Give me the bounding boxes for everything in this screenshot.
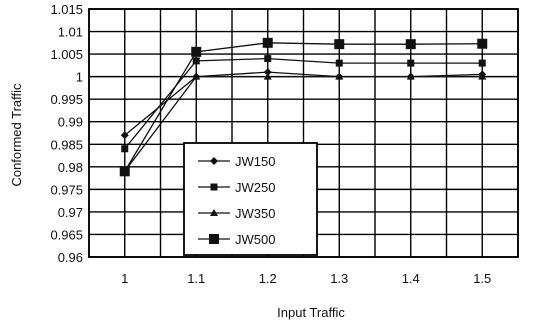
x-axis-title: Input Traffic bbox=[277, 305, 345, 320]
legend-marker bbox=[210, 183, 218, 191]
y-tick-label: 0.98 bbox=[58, 160, 83, 175]
legend-label: JW250 bbox=[235, 180, 275, 195]
data-point bbox=[263, 68, 272, 77]
legend-label: JW500 bbox=[235, 232, 275, 247]
legend-marker bbox=[209, 234, 219, 244]
y-tick-label: 0.995 bbox=[50, 92, 83, 107]
legend-item: JW500 bbox=[198, 232, 275, 247]
data-point bbox=[335, 72, 344, 80]
legend-item: JW250 bbox=[198, 180, 275, 195]
x-tick-label: 1 bbox=[121, 271, 128, 286]
x-tick-label: 1.3 bbox=[330, 271, 348, 286]
legend-marker bbox=[210, 209, 218, 216]
series-jw500 bbox=[119, 37, 488, 177]
y-tick-label: 0.965 bbox=[50, 227, 83, 242]
data-point bbox=[121, 145, 129, 153]
series-line bbox=[124, 75, 483, 172]
data-point bbox=[406, 72, 415, 80]
data-point bbox=[478, 59, 486, 67]
y-tick-label: 0.975 bbox=[50, 182, 83, 197]
data-point bbox=[262, 37, 273, 48]
data-point bbox=[120, 131, 129, 140]
data-point bbox=[478, 72, 487, 80]
y-tick-label: 0.97 bbox=[58, 205, 83, 220]
x-tick-label: 1.4 bbox=[402, 271, 420, 286]
y-tick-label: 0.99 bbox=[58, 115, 83, 130]
legend-marker bbox=[210, 157, 218, 165]
data-point bbox=[119, 166, 130, 177]
data-point bbox=[477, 38, 488, 49]
legend-label: JW150 bbox=[235, 154, 275, 169]
series-jw350 bbox=[120, 72, 487, 175]
data-point bbox=[407, 59, 415, 67]
y-tick-label: 0.985 bbox=[50, 137, 83, 152]
y-tick-label: 1.005 bbox=[50, 47, 83, 62]
series-lines bbox=[119, 37, 488, 177]
x-tick-label: 1.5 bbox=[473, 271, 491, 286]
series-jw250 bbox=[121, 55, 486, 153]
y-tick-label: 0.96 bbox=[58, 250, 83, 265]
legend-item: JW150 bbox=[198, 154, 275, 169]
y-axis-title: Conformed Traffic bbox=[9, 83, 24, 187]
legend-box bbox=[183, 142, 318, 256]
data-point bbox=[264, 55, 272, 63]
data-point bbox=[334, 39, 345, 50]
y-tick-label: 1.015 bbox=[50, 2, 83, 17]
y-tick-label: 1.01 bbox=[58, 25, 83, 40]
x-tick-label: 1.1 bbox=[187, 271, 205, 286]
legend-label: JW350 bbox=[235, 206, 275, 221]
x-axis-tick-labels: 1 1.1 1.2 1.3 1.4 1.5 bbox=[121, 271, 491, 286]
data-point bbox=[192, 72, 201, 80]
y-axis-tick-labels: 0.96 0.965 0.97 0.975 0.98 0.985 0.99 0.995 1 1.0… bbox=[50, 2, 83, 265]
data-point bbox=[192, 57, 200, 65]
data-point bbox=[263, 72, 272, 80]
y-tick-label: 1 bbox=[76, 70, 83, 85]
legend: JW150 JW250 JW350 JW500 bbox=[183, 142, 318, 256]
x-tick-label: 1.2 bbox=[259, 271, 277, 286]
series-line bbox=[124, 42, 483, 172]
plot-frame bbox=[88, 8, 519, 258]
series-line bbox=[124, 57, 483, 150]
data-point bbox=[405, 39, 416, 50]
legend-item: JW350 bbox=[198, 206, 275, 221]
data-point bbox=[191, 46, 202, 57]
data-point bbox=[335, 59, 343, 67]
